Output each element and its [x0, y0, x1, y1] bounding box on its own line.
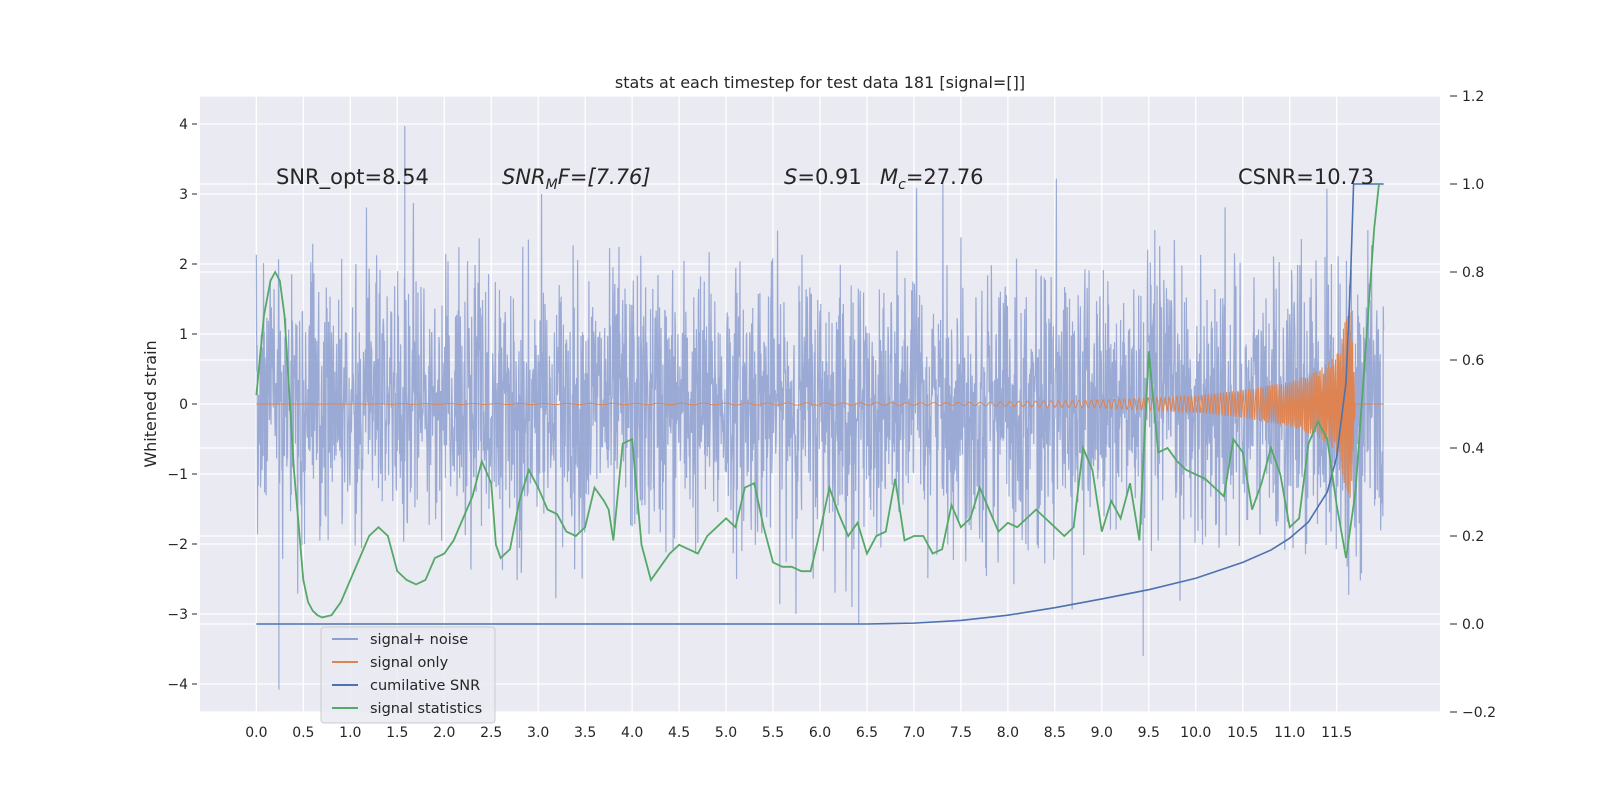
x-tick-label: 11.5 — [1321, 725, 1352, 741]
x-tick-label: 4.0 — [621, 725, 643, 741]
legend-box — [320, 626, 496, 724]
y2-tick-label: 0.4 — [1462, 441, 1484, 457]
y-tick-label: 2 — [179, 257, 188, 273]
annotation-snr-mf-sub: M — [546, 177, 558, 193]
legend-label: signal only — [370, 655, 449, 671]
x-tick-label: 8.5 — [1044, 725, 1066, 741]
series-signal-only-line — [256, 312, 1384, 498]
y-tick-label: 1 — [179, 327, 188, 343]
annotation-s: S=0.91 — [784, 165, 862, 189]
x-tick-label: 4.5 — [668, 725, 690, 741]
y-tick-label: 0 — [179, 397, 188, 413]
x-tick-label: 2.5 — [480, 725, 502, 741]
y-tick-label: −4 — [167, 677, 188, 693]
legend-items: signal+ noise signal only cumilative SNR si… — [332, 632, 482, 717]
legend-label: cumilative SNR — [370, 678, 480, 694]
x-tick-label: 6.0 — [809, 725, 831, 741]
y2-tick-label: −0.2 — [1462, 705, 1496, 721]
y2-axis-ticks: 1.2 1.0 0.8 0.6 0.4 0.2 0.0 −0.2 — [1450, 89, 1496, 721]
y-tick-label: −1 — [167, 467, 188, 483]
x-tick-label: 0.5 — [292, 725, 314, 741]
x-tick-label: 1.5 — [386, 725, 408, 741]
annotation-snr-mf-rest: F=[7.76] — [558, 165, 651, 189]
annotation-s-value: =0.91 — [797, 165, 861, 189]
x-tick-label: 8.0 — [997, 725, 1019, 741]
annotation-snr-opt: SNR_opt=8.54 — [276, 165, 429, 190]
y2-tick-label: 0.6 — [1462, 353, 1484, 369]
x-tick-label: 6.5 — [856, 725, 878, 741]
annotation-mc-value: =27.76 — [906, 165, 984, 189]
legend-label: signal statistics — [370, 701, 482, 717]
x-tick-label: 2.0 — [433, 725, 455, 741]
x-tick-label: 9.5 — [1138, 725, 1160, 741]
y-tick-label: −3 — [167, 607, 188, 623]
x-tick-label: 11.0 — [1274, 725, 1305, 741]
y-axis-label: Whitened strain — [141, 340, 160, 467]
x-tick-label: 9.0 — [1091, 725, 1113, 741]
x-tick-label: 10.5 — [1227, 725, 1258, 741]
x-tick-label: 10.0 — [1180, 725, 1211, 741]
annotation-mc-label: M — [880, 165, 898, 189]
x-tick-label: 1.0 — [339, 725, 361, 741]
annotation-csnr: CSNR=10.73 — [1238, 165, 1374, 189]
chart-title: stats at each timestep for test data 181… — [615, 73, 1025, 92]
y-tick-label: 3 — [179, 187, 188, 203]
x-tick-label: 5.0 — [715, 725, 737, 741]
x-tick-label: 5.5 — [762, 725, 784, 741]
series-signal-statistics-line — [255, 183, 1380, 619]
legend-label: signal+ noise — [370, 632, 468, 648]
y2-tick-label: 1.2 — [1462, 89, 1484, 105]
y2-tick-label: 0.8 — [1462, 265, 1484, 281]
y2-tick-label: 0.0 — [1462, 617, 1484, 633]
y2-tick-label: 1.0 — [1462, 177, 1484, 193]
x-tick-label: 7.5 — [950, 725, 972, 741]
y-tick-label: 4 — [179, 117, 188, 133]
series-signal-noise-line — [255, 126, 1385, 690]
annotation-snr-mf: SNRMF=[7.76] — [502, 165, 651, 193]
x-tick-label: 0.0 — [245, 725, 267, 741]
annotation-snr-mf-main: SNR — [502, 165, 546, 189]
annotation-mc: Mc=27.76 — [880, 165, 984, 193]
x-tick-label: 3.5 — [574, 725, 596, 741]
series-cumilative-snr-line — [256, 183, 1384, 625]
x-axis-ticks: 0.0 0.5 1.0 1.5 2.0 2.5 3.0 3.5 4.0 4.5 5.0 5.5 6.0 6… — [245, 725, 1352, 741]
annotation-mc-sub: c — [898, 177, 906, 193]
x-tick-label: 7.0 — [903, 725, 925, 741]
annotation-s-label: S — [784, 165, 797, 189]
y-tick-label: −2 — [167, 537, 188, 553]
series-layer — [255, 126, 1385, 690]
y2-tick-label: 0.2 — [1462, 529, 1484, 545]
x-tick-label: 3.0 — [527, 725, 549, 741]
y-axis-ticks: 4 3 2 1 0 −1 −2 −3 −4 — [167, 117, 197, 693]
legend: signal+ noise signal only cumilative SNR si… — [320, 626, 496, 724]
